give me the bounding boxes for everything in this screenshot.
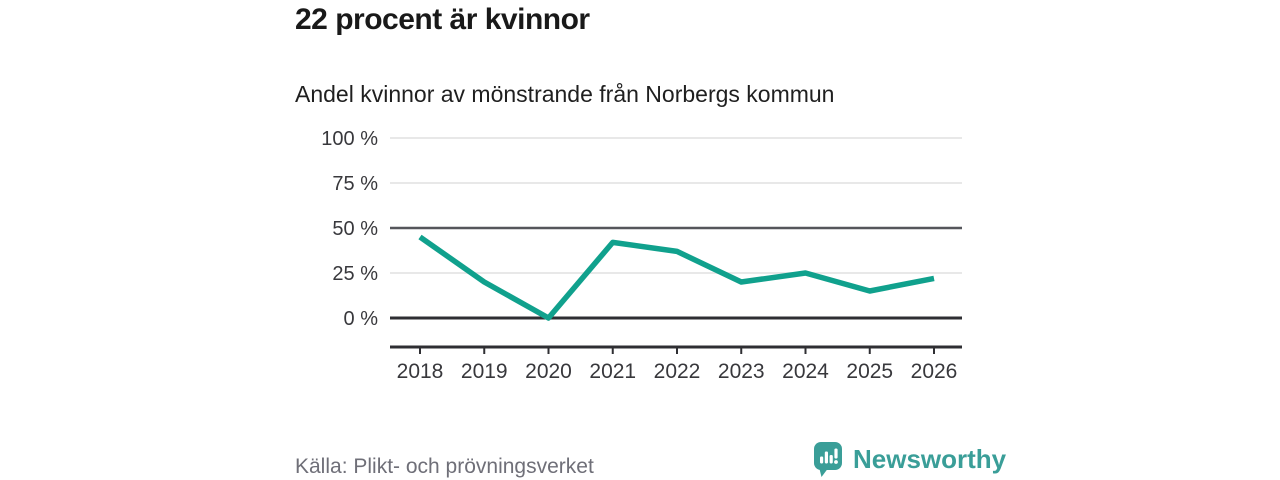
chart-subtitle: Andel kvinnor av mönstrande från Norberg…: [295, 81, 835, 107]
chart-title: 22 procent är kvinnor: [295, 3, 590, 36]
xtick-label-2018: 2018: [397, 360, 444, 383]
xtick-label-2022: 2022: [654, 360, 701, 383]
newsworthy-logo-icon: [814, 442, 842, 477]
newsworthy-wordmark: Newsworthy: [853, 444, 1007, 474]
ytick-label-25: 25 %: [332, 263, 378, 285]
data-line-series: [418, 234, 935, 321]
xtick-label-2024: 2024: [782, 360, 829, 383]
xtick-label-2020: 2020: [525, 360, 572, 383]
ytick-label-0: 0 %: [344, 308, 379, 330]
xtick-label-2023: 2023: [718, 360, 765, 383]
logo-bars: [820, 448, 838, 464]
source-note: Källa: Plikt- och prövningsverket: [295, 455, 594, 478]
ytick-label-50: 50 %: [332, 218, 378, 240]
xtick-label-2019: 2019: [461, 360, 508, 383]
ytick-label-75: 75 %: [332, 173, 378, 195]
xtick-label-2026: 2026: [911, 360, 958, 383]
ytick-label-100: 100 %: [321, 128, 378, 150]
xtick-label-2021: 2021: [589, 360, 636, 383]
newsworthy-logo: Newsworthy: [813, 441, 1006, 478]
xtick-label-2025: 2025: [846, 360, 893, 383]
